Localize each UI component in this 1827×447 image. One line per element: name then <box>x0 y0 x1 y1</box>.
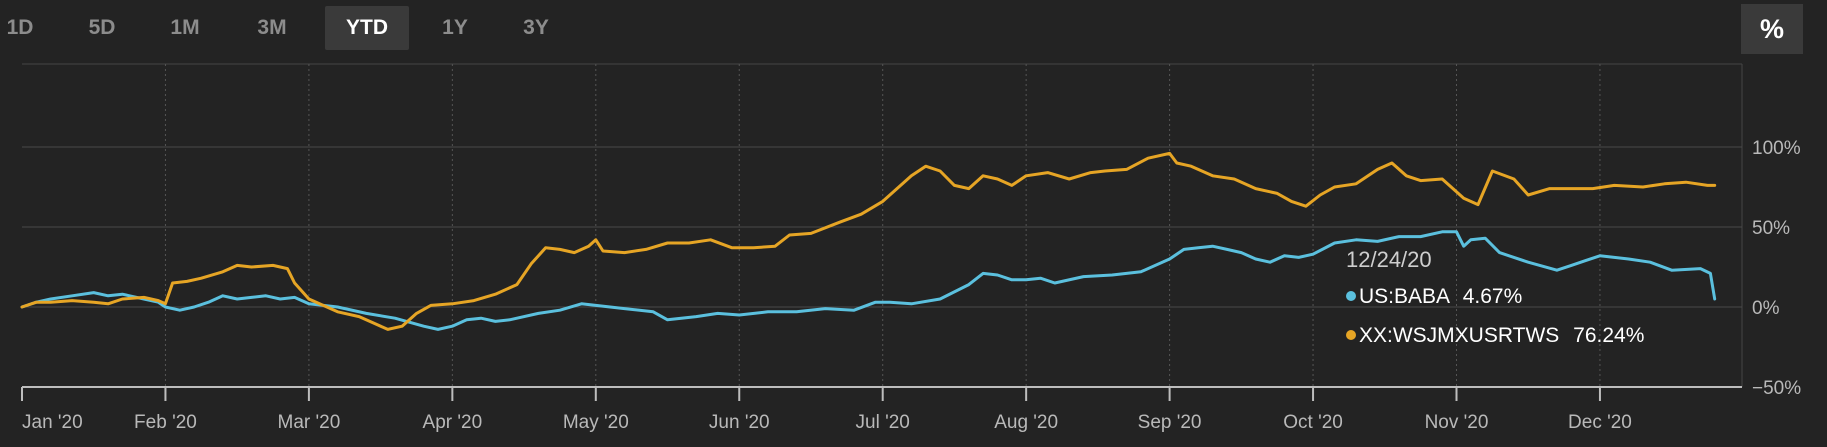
chart-series <box>20 151 1717 331</box>
x-tick-label: Dec '20 <box>1568 412 1632 433</box>
x-tick-label: Feb '20 <box>134 412 197 433</box>
baba-series-line <box>20 230 1717 331</box>
tooltip-baba-marker <box>1346 291 1356 301</box>
range-5d-button[interactable]: 5D <box>88 16 116 39</box>
tooltip-baba-row: US:BABA 4.67% <box>1359 285 1522 308</box>
x-tick-label: Jan '20 <box>22 412 83 433</box>
range-1m-button[interactable]: 1M <box>170 16 200 39</box>
chart-axes: 100% 50% 0% −50% Jan '20 Feb '20 Mar '20 Apr '2… <box>21 138 1801 433</box>
x-tick-label: Oct '20 <box>1283 412 1343 433</box>
x-tick-label: Apr '20 <box>423 412 483 433</box>
x-tick-label: Nov '20 <box>1425 412 1489 433</box>
chart-grid <box>22 63 1743 387</box>
range-ytd-button[interactable]: YTD <box>325 6 409 50</box>
index-series-line <box>20 151 1717 331</box>
tooltip-index-value: 76.24% <box>1573 324 1644 347</box>
tooltip-index-marker <box>1346 330 1356 340</box>
x-tick-label: Aug '20 <box>994 412 1058 433</box>
x-tick-label: Jul '20 <box>856 412 910 433</box>
percent-toggle-button[interactable]: % <box>1741 4 1803 54</box>
x-tick-label: Mar '20 <box>278 412 341 433</box>
tooltip-baba-symbol: US:BABA <box>1359 285 1450 308</box>
y-tick-label: 0% <box>1752 298 1780 319</box>
hover-tooltip: 12/24/20 US:BABA 4.67% XX:WSJMXUSRTWS 76… <box>1346 247 1644 347</box>
tooltip-index-symbol: XX:WSJMXUSRTWS <box>1359 324 1559 347</box>
range-1y-button[interactable]: 1Y <box>442 16 468 39</box>
y-tick-label: 50% <box>1752 218 1790 239</box>
x-tick-label: Jun '20 <box>709 412 770 433</box>
x-tick-label: May '20 <box>563 412 629 433</box>
y-tick-label: 100% <box>1752 138 1801 159</box>
tooltip-index-row: XX:WSJMXUSRTWS 76.24% <box>1359 324 1644 347</box>
tooltip-baba-value: 4.67% <box>1463 285 1523 308</box>
tooltip-date: 12/24/20 <box>1346 247 1432 272</box>
x-tick-label: Sep '20 <box>1138 412 1202 433</box>
y-tick-label: −50% <box>1752 378 1801 399</box>
range-3y-button[interactable]: 3Y <box>523 16 549 39</box>
range-3m-button[interactable]: 3M <box>257 16 287 39</box>
range-1d-button[interactable]: 1D <box>6 16 34 39</box>
